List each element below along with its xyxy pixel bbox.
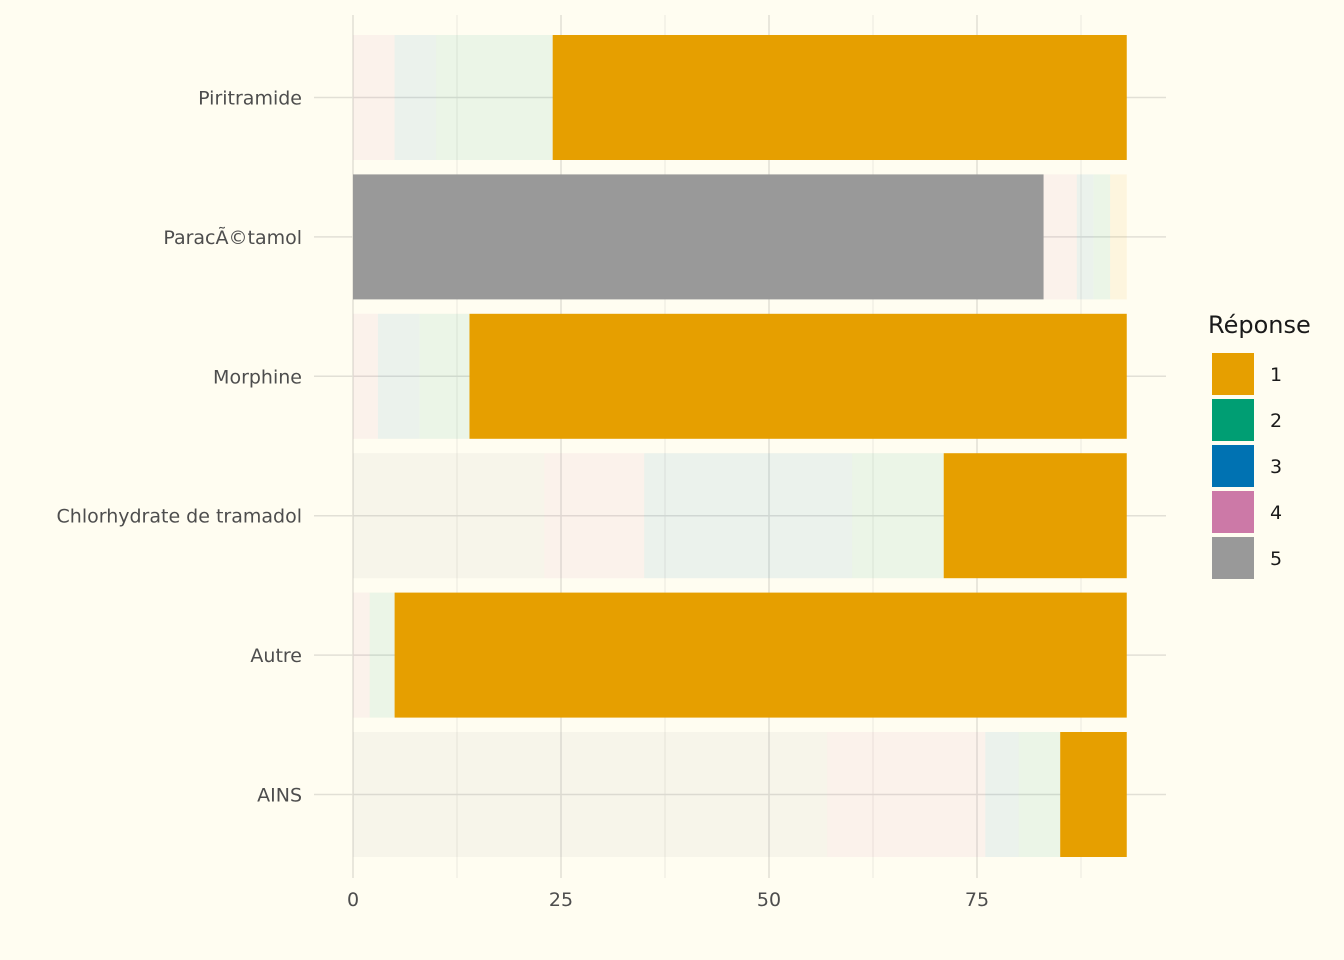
bar-segment-3 [985,732,1019,857]
bar-segment-4 [1043,174,1077,300]
legend-label: 2 [1270,410,1282,432]
y-tick-label: Piritramide [198,88,302,110]
y-tick-label: Autre [250,645,302,667]
y-tick-label: ParacÃ©tamol [163,226,302,249]
legend-swatch [1212,537,1254,579]
x-tick-label: 75 [965,889,989,911]
x-axis-labels: 0 25 50 75 [347,889,989,911]
x-tick-label: 25 [549,889,573,911]
legend-swatch [1212,399,1254,441]
bar-segment-4 [353,592,370,718]
bar-segment-4 [544,453,645,579]
bar-segment-4 [353,35,395,160]
legend: Réponse 1 2 3 4 5 [1208,311,1311,579]
bar-segment-2 [852,453,944,579]
bar-segment-3 [394,35,437,160]
y-tick-label: Chlorhydrate de tramadol [57,506,302,528]
bar-segment-1 [943,453,1127,579]
bar-segment-2 [1093,174,1111,300]
x-tick-label: 50 [757,889,781,911]
bar-segment-3 [644,453,853,579]
legend-swatch [1212,353,1254,395]
bar-segment-1 [394,592,1127,718]
y-tick-label: AINS [257,785,302,807]
bar-segment-1 [469,313,1127,439]
bar-segment-3 [1076,174,1094,300]
bar-segment-1 [552,35,1127,160]
x-tick-label: 0 [347,889,359,911]
bar-segment-2 [419,313,470,439]
y-axis-labels: Piritramide ParacÃ©tamol Morphine Chlorhydr… [57,88,302,807]
legend-label: 3 [1270,456,1282,478]
bar-segment-5 [353,732,828,857]
legend-swatch [1212,491,1254,533]
legend-label: 5 [1270,548,1282,570]
bar-segment-5 [353,453,545,579]
legend-swatch [1212,445,1254,487]
bar-segment-1 [1060,732,1127,857]
legend-label: 1 [1270,364,1282,386]
legend-label: 4 [1270,502,1282,524]
bar-segment-1 [1110,174,1127,300]
bar-segment-5 [353,174,1044,300]
bar-segment-2 [1018,732,1061,857]
bar-segment-2 [369,592,395,718]
legend-title: Réponse [1208,311,1311,339]
bar-segment-4 [353,313,378,439]
bars [353,35,1127,857]
bar-segment-4 [827,732,986,857]
bar-segment-2 [436,35,553,160]
y-tick-label: Morphine [213,366,302,388]
bar-segment-3 [377,313,420,439]
